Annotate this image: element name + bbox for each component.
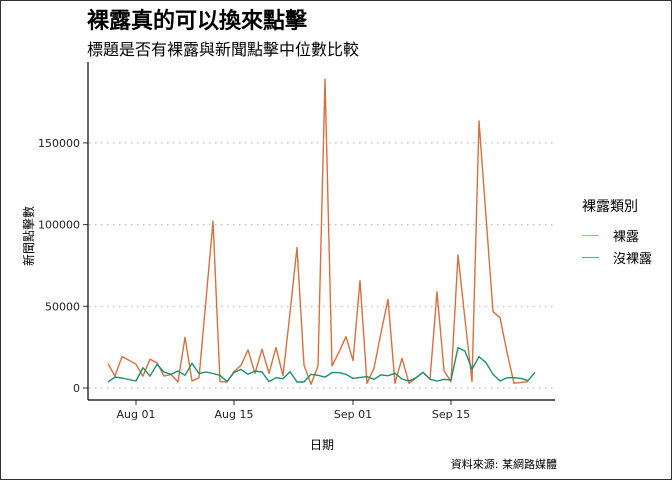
x-tick-label: Aug 15 bbox=[215, 408, 254, 421]
x-axis-label: 日期 bbox=[310, 438, 335, 452]
legend-title: 裸露類別 bbox=[582, 199, 638, 215]
y-tick-label: 50000 bbox=[45, 300, 80, 313]
x-tick-label: Sep 15 bbox=[432, 408, 470, 421]
legend-key-non-nude-line bbox=[582, 256, 599, 258]
y-tick-label: 150000 bbox=[38, 137, 80, 150]
series-line-non-nude bbox=[107, 346, 536, 383]
x-tick-label: Sep 01 bbox=[334, 408, 372, 421]
y-tick-label: 100000 bbox=[38, 219, 80, 232]
x-tick-label: Aug 01 bbox=[117, 408, 156, 421]
legend-item-non-nude: 沒裸露 bbox=[582, 246, 652, 268]
y-axis-label: 新聞點擊數 bbox=[22, 205, 36, 266]
chart-title: 裸露真的可以換來點擊 bbox=[87, 9, 308, 34]
y-tick-label: 0 bbox=[73, 382, 80, 395]
caption: 資料來源: 某網路媒體 bbox=[450, 458, 557, 471]
legend-key-nude-line bbox=[582, 234, 599, 236]
legend-label-nude: 裸露 bbox=[613, 229, 640, 245]
chart-subtitle: 標題是否有裸露與新聞點擊中位數比較 bbox=[87, 40, 360, 59]
series-line-nude bbox=[107, 78, 529, 385]
legend: 裸露類別 裸露 沒裸露 bbox=[582, 196, 652, 268]
legend-item-nude: 裸露 bbox=[582, 224, 652, 246]
legend-label-non-nude: 沒裸露 bbox=[613, 251, 653, 267]
